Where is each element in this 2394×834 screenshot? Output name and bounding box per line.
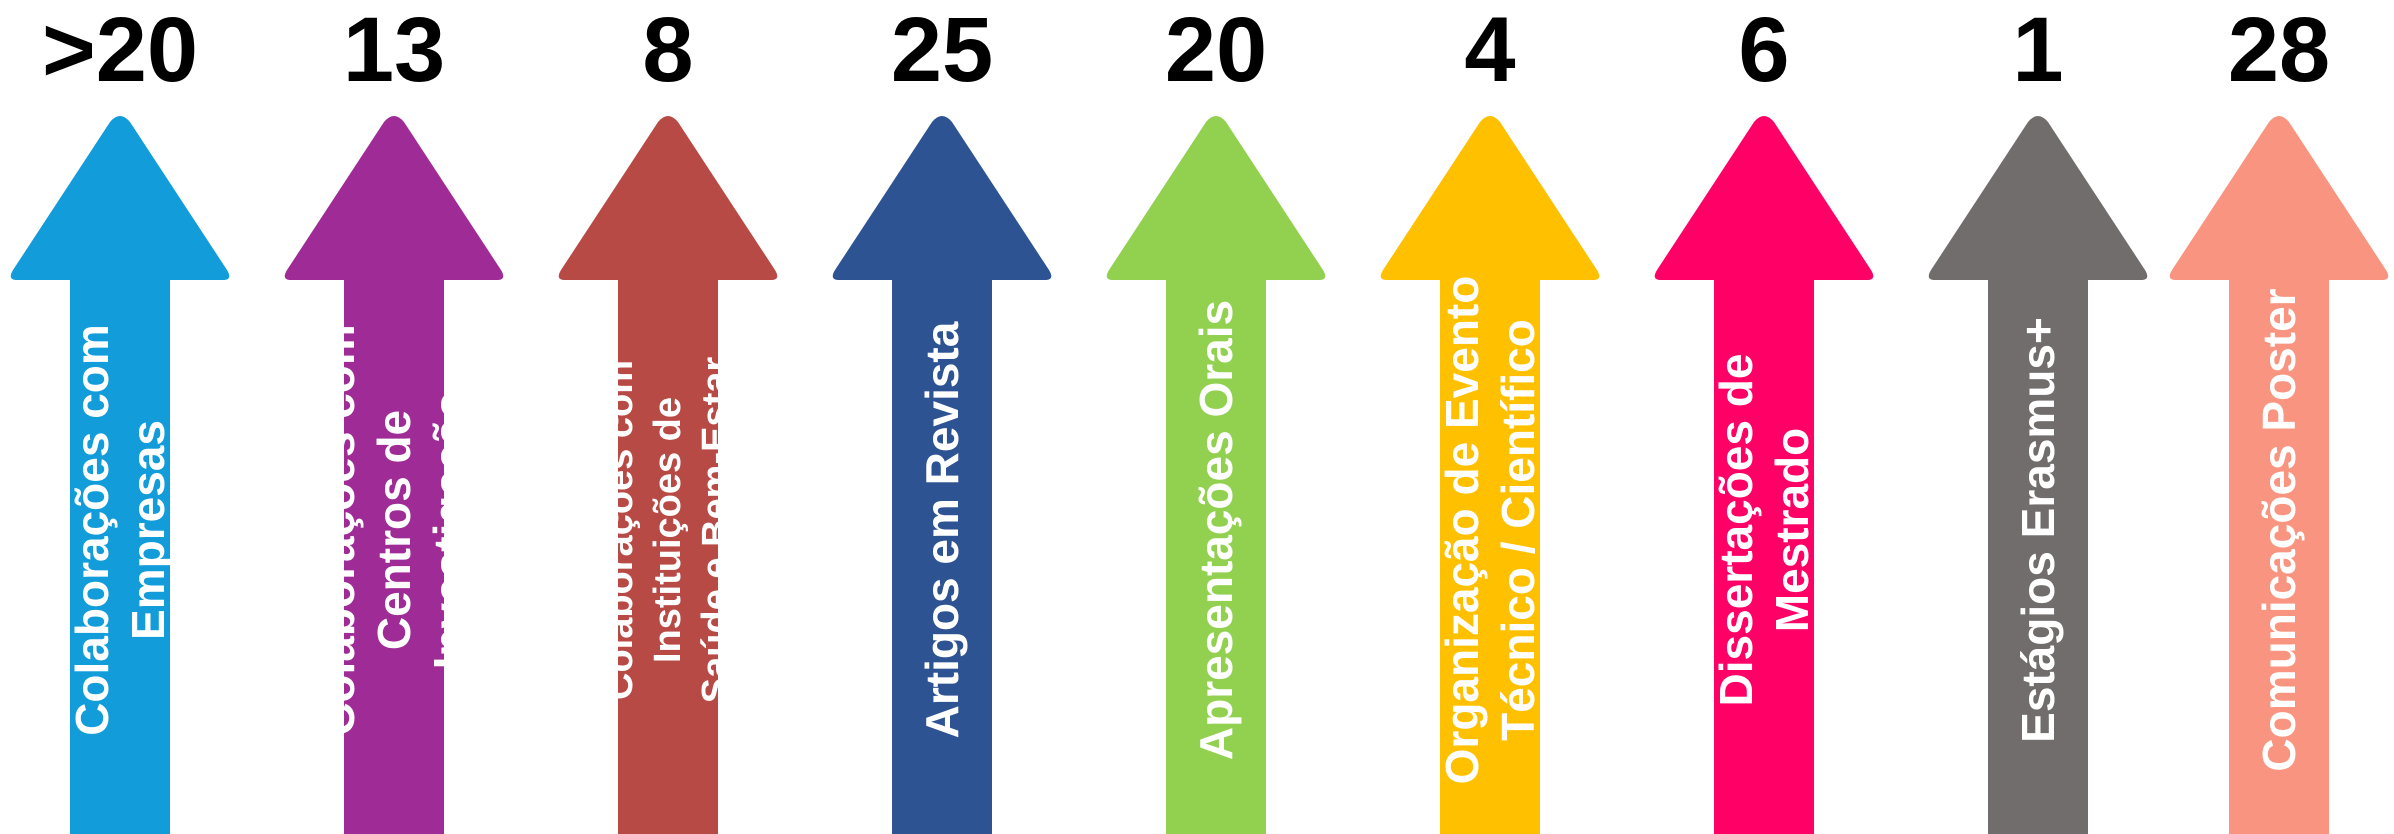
arrow-item-organizacao-evento: 4 Organização de Evento Técnico / Cientí…	[1375, 0, 1605, 834]
count-label: 6	[1738, 0, 1790, 101]
arrow-shape	[1106, 116, 1326, 834]
count-label: 25	[890, 0, 994, 101]
up-arrow-icon	[1654, 116, 1874, 834]
up-arrow-icon	[284, 116, 504, 834]
up-arrow-icon	[832, 116, 1052, 834]
count-label: 28	[2227, 0, 2331, 101]
arrow-shape	[1380, 116, 1600, 834]
arrow-label: Estágios Erasmus+	[2012, 317, 2064, 743]
arrow-item-instituicoes-saude: 8 Colaborações com Instituições de Saúde…	[553, 0, 783, 834]
arrow-item-empresas: >20 Colaborações com Empresas	[5, 0, 235, 834]
arrow-label: Comunicações Poster	[2253, 288, 2305, 772]
arrow-label: Colaborações com Instituições de Saúde e…	[599, 356, 737, 704]
count-label: 1	[2012, 0, 2064, 101]
arrow-label: Dissertações de Mestrado	[1710, 353, 1818, 707]
arrow-shape	[558, 116, 778, 834]
arrow-label: Apresentações Orais	[1190, 299, 1242, 761]
arrow-item-artigos-revista: 25 Artigos em Revista	[827, 0, 1057, 834]
count-label: 20	[1164, 0, 1268, 101]
arrow-shape	[1654, 116, 1874, 834]
count-label: >20	[41, 0, 199, 101]
count-label: 4	[1464, 0, 1516, 101]
arrow-item-comunicacoes-poster: 28 Comunicações Poster	[2164, 0, 2394, 834]
arrow-label: Colaborações com Centros de Investigação	[312, 324, 476, 736]
up-arrow-icon	[1380, 116, 1600, 834]
arrow-shape	[832, 116, 1052, 834]
arrow-label: Artigos em Revista	[916, 321, 968, 739]
count-label: 8	[642, 0, 694, 101]
up-arrow-icon	[558, 116, 778, 834]
arrow-shape	[10, 116, 230, 834]
up-arrow-icon	[1928, 116, 2148, 834]
arrow-item-centros-investigacao: 13 Colaborações com Centros de Investiga…	[279, 0, 509, 834]
arrow-shape	[284, 116, 504, 834]
arrow-item-apresentacoes-orais: 20 Apresentações Orais	[1101, 0, 1331, 834]
count-label: 13	[342, 0, 446, 101]
arrow-item-dissertacoes: 6 Dissertações de Mestrado	[1649, 0, 1879, 834]
arrow-shape	[2169, 116, 2389, 834]
arrow-label: Organização de Evento Técnico / Científi…	[1436, 275, 1544, 785]
arrow-label: Colaborações com Empresas	[66, 324, 174, 736]
arrow-item-estagios-erasmus: 1 Estágios Erasmus+	[1923, 0, 2153, 834]
up-arrow-icon	[2169, 116, 2389, 834]
up-arrow-icon	[1106, 116, 1326, 834]
arrow-shape	[1928, 116, 2148, 834]
up-arrow-icon	[10, 116, 230, 834]
